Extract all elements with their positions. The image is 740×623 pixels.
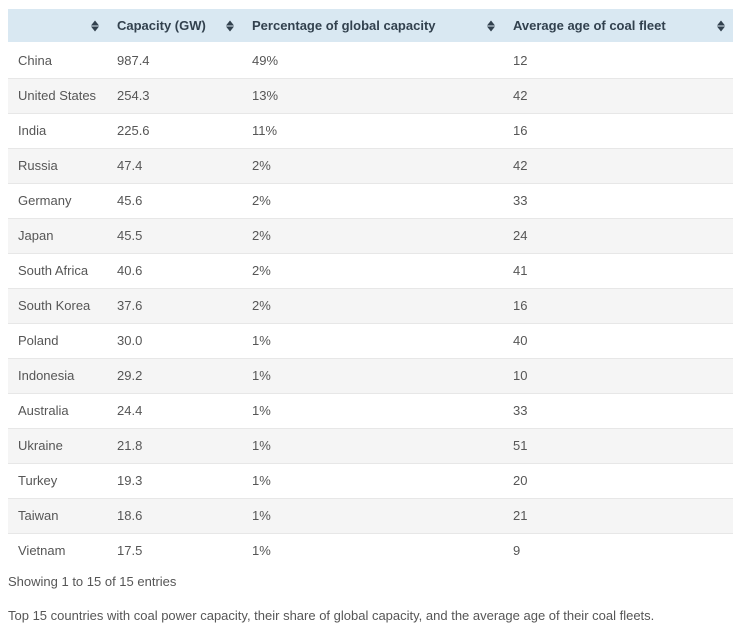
- table-row: Taiwan 18.6 1% 21: [8, 498, 733, 534]
- cell-percentage: 49%: [242, 42, 503, 79]
- table-row: Turkey 19.3 1% 20: [8, 463, 733, 499]
- cell-percentage: 1%: [242, 463, 503, 499]
- cell-country: Russia: [8, 148, 107, 184]
- cell-capacity: 40.6: [107, 253, 242, 289]
- cell-capacity: 254.3: [107, 78, 242, 114]
- cell-country: China: [8, 42, 107, 79]
- sort-icon: [487, 19, 495, 32]
- cell-age: 42: [503, 78, 733, 114]
- cell-country: United States: [8, 78, 107, 114]
- cell-percentage: 1%: [242, 428, 503, 464]
- cell-country: South Africa: [8, 253, 107, 289]
- cell-age: 51: [503, 428, 733, 464]
- table-row: Vietnam 17.5 1% 9: [8, 533, 733, 568]
- cell-capacity: 37.6: [107, 288, 242, 324]
- cell-age: 16: [503, 288, 733, 324]
- table-row: Germany 45.6 2% 33: [8, 183, 733, 219]
- cell-capacity: 24.4: [107, 393, 242, 429]
- cell-capacity: 18.6: [107, 498, 242, 534]
- cell-country: India: [8, 113, 107, 149]
- column-header-capacity[interactable]: Capacity (GW): [107, 9, 242, 44]
- table-row: Russia 47.4 2% 42: [8, 148, 733, 184]
- cell-age: 33: [503, 183, 733, 219]
- cell-percentage: 1%: [242, 533, 503, 568]
- cell-capacity: 225.6: [107, 113, 242, 149]
- coal-capacity-table: Capacity (GW) Percentage of global capac…: [8, 9, 733, 568]
- sort-icon: [226, 19, 234, 32]
- cell-country: Indonesia: [8, 358, 107, 394]
- table-row: China 987.4 49% 12: [8, 42, 733, 79]
- cell-country: Australia: [8, 393, 107, 429]
- column-header-label: Average age of coal fleet: [513, 18, 666, 33]
- table-row: Ukraine 21.8 1% 51: [8, 428, 733, 464]
- cell-capacity: 19.3: [107, 463, 242, 499]
- cell-age: 41: [503, 253, 733, 289]
- column-header-label: Capacity (GW): [117, 18, 206, 33]
- table-header: Capacity (GW) Percentage of global capac…: [8, 9, 733, 44]
- table-row: India 225.6 11% 16: [8, 113, 733, 149]
- cell-percentage: 2%: [242, 288, 503, 324]
- cell-percentage: 13%: [242, 78, 503, 114]
- table-row: South Korea 37.6 2% 16: [8, 288, 733, 324]
- table-row: Indonesia 29.2 1% 10: [8, 358, 733, 394]
- table-status: Showing 1 to 15 of 15 entries: [8, 574, 177, 589]
- cell-country: Vietnam: [8, 533, 107, 568]
- cell-age: 20: [503, 463, 733, 499]
- cell-age: 16: [503, 113, 733, 149]
- cell-percentage: 11%: [242, 113, 503, 149]
- cell-capacity: 47.4: [107, 148, 242, 184]
- column-header-percentage[interactable]: Percentage of global capacity: [242, 9, 503, 44]
- cell-age: 40: [503, 323, 733, 359]
- cell-percentage: 1%: [242, 323, 503, 359]
- cell-country: Taiwan: [8, 498, 107, 534]
- cell-percentage: 2%: [242, 148, 503, 184]
- cell-country: Germany: [8, 183, 107, 219]
- cell-percentage: 2%: [242, 183, 503, 219]
- cell-percentage: 1%: [242, 393, 503, 429]
- cell-capacity: 987.4: [107, 42, 242, 79]
- cell-capacity: 30.0: [107, 323, 242, 359]
- cell-country: South Korea: [8, 288, 107, 324]
- column-header-age[interactable]: Average age of coal fleet: [503, 9, 733, 44]
- cell-capacity: 45.5: [107, 218, 242, 254]
- table-row: United States 254.3 13% 42: [8, 78, 733, 114]
- table-caption: Top 15 countries with coal power capacit…: [8, 608, 655, 623]
- sort-icon: [91, 19, 99, 32]
- cell-age: 10: [503, 358, 733, 394]
- cell-capacity: 21.8: [107, 428, 242, 464]
- cell-age: 24: [503, 218, 733, 254]
- column-header-label: Percentage of global capacity: [252, 18, 436, 33]
- cell-age: 21: [503, 498, 733, 534]
- cell-country: Poland: [8, 323, 107, 359]
- table-row: Japan 45.5 2% 24: [8, 218, 733, 254]
- table-row: Poland 30.0 1% 40: [8, 323, 733, 359]
- cell-capacity: 29.2: [107, 358, 242, 394]
- cell-age: 9: [503, 533, 733, 568]
- table-row: South Africa 40.6 2% 41: [8, 253, 733, 289]
- cell-capacity: 17.5: [107, 533, 242, 568]
- cell-percentage: 2%: [242, 218, 503, 254]
- cell-age: 33: [503, 393, 733, 429]
- cell-percentage: 2%: [242, 253, 503, 289]
- cell-country: Turkey: [8, 463, 107, 499]
- table-body: China 987.4 49% 12 United States 254.3 1…: [8, 42, 733, 568]
- table-row: Australia 24.4 1% 33: [8, 393, 733, 429]
- cell-country: Japan: [8, 218, 107, 254]
- cell-age: 42: [503, 148, 733, 184]
- cell-country: Ukraine: [8, 428, 107, 464]
- cell-percentage: 1%: [242, 498, 503, 534]
- cell-age: 12: [503, 42, 733, 79]
- column-header-country[interactable]: [8, 9, 107, 44]
- cell-capacity: 45.6: [107, 183, 242, 219]
- sort-icon: [717, 19, 725, 32]
- cell-percentage: 1%: [242, 358, 503, 394]
